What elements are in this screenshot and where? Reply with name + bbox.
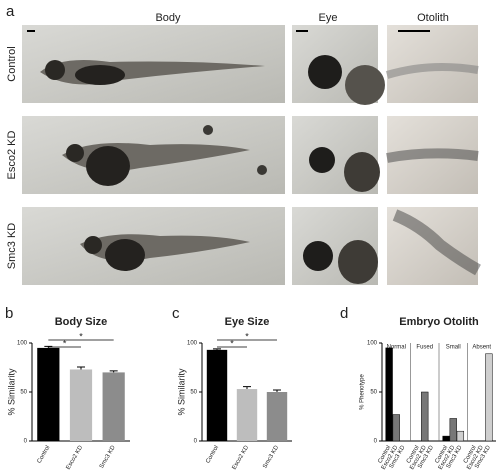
chart-title: Eye Size [225,316,270,328]
x-tick-label: Control [37,445,52,465]
x-tick-label: Smc3 KD [99,444,117,470]
group-label: Small [446,345,461,351]
significance-mark: * [63,338,67,348]
x-tick-label: Esco2 KD [66,444,85,471]
y-axis-label: % Similarity [6,368,16,416]
fish-eye [84,236,102,254]
bar [266,392,288,441]
row-label: Control [6,46,18,81]
otolith-region [392,209,481,276]
error-bar [77,366,85,370]
column-header: Otolith [417,12,449,24]
y-tick-label: 0 [194,439,198,445]
fish-yolk [105,239,145,271]
bubble [203,125,213,135]
panel-label: b [5,305,13,322]
photo-grid [22,25,481,285]
y-tick-label: 100 [367,341,378,347]
error-bar [213,348,221,350]
significance-mark: * [230,338,234,348]
y-tick-label: 50 [190,390,197,396]
yolk [345,65,385,105]
bar [37,347,60,441]
eye [308,55,342,89]
eye [309,147,335,173]
significance-mark: * [245,331,249,341]
y-tick-label: 0 [374,439,378,445]
bar [485,353,493,442]
fish-eye [66,144,84,162]
bar [236,389,258,441]
fish-eye [45,60,65,80]
row-label: Smc3 KD [6,223,18,270]
x-tick-label: Control [205,445,220,465]
panel-label: c [172,305,180,322]
y-tick-label: 100 [17,341,28,347]
y-tick-label: 100 [187,341,198,347]
y-axis-label: % Similarity [176,368,186,416]
panel-label: a [6,3,15,20]
photo [387,207,478,285]
error-bar [44,345,53,348]
yolk [338,240,378,284]
error-bar [243,386,251,390]
bar [456,430,465,442]
bar [206,349,228,441]
significance-mark: * [79,331,83,341]
bubble [257,165,267,175]
bar [69,369,93,441]
y-axis-label: % Phenotype [360,373,366,409]
x-tick-label: Esco2 KD [232,444,251,471]
eye [303,241,333,271]
fish-yolk [86,146,130,186]
chart-title: Embryo Otolith [399,316,479,328]
bar [449,418,457,442]
bar [385,347,393,442]
y-tick-label: 0 [24,439,28,445]
column-header: Eye [319,12,338,24]
group-label: Normal [387,345,406,351]
group-label: Absent [472,345,491,351]
otolith-region [385,62,479,79]
error-bar [109,370,118,373]
chart-title: Body Size [55,316,108,328]
yolk [344,152,380,192]
fish-yolk [75,65,125,85]
group-label: Fused [416,345,433,351]
column-header: Body [155,12,181,24]
bar [421,391,429,442]
y-tick-label: 50 [20,390,27,396]
panel-label: d [340,305,348,322]
x-tick-label: Smc3 KD [262,444,280,470]
otolith-region [386,148,479,163]
y-tick-label: 50 [370,390,377,396]
row-label: Esco2 KD [6,130,18,179]
bar [442,435,450,442]
bar [102,372,125,441]
error-bar [273,389,281,392]
bar [392,414,400,442]
